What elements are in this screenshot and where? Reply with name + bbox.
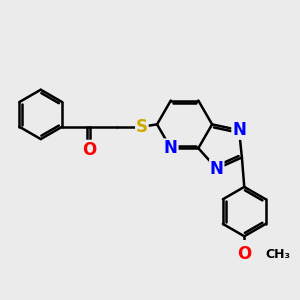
Text: N: N — [210, 160, 224, 178]
Text: CH₃: CH₃ — [266, 248, 291, 261]
Text: S: S — [136, 118, 148, 136]
Text: O: O — [237, 245, 251, 263]
Text: N: N — [164, 139, 178, 157]
Text: N: N — [232, 121, 246, 139]
Text: O: O — [82, 140, 97, 158]
